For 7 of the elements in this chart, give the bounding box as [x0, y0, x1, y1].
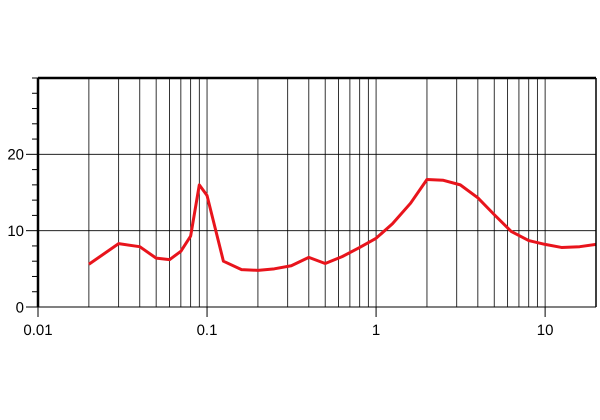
- y-tick-label: 0: [16, 299, 24, 316]
- x-tick-label: 10: [536, 322, 554, 339]
- y-tick-label: 20: [7, 146, 24, 164]
- y-tick-label: 10: [7, 222, 24, 240]
- x-tick-label: 0.1: [196, 322, 218, 339]
- x-tick-label: 0.01: [23, 322, 53, 339]
- x-tick-label: 1: [372, 322, 380, 339]
